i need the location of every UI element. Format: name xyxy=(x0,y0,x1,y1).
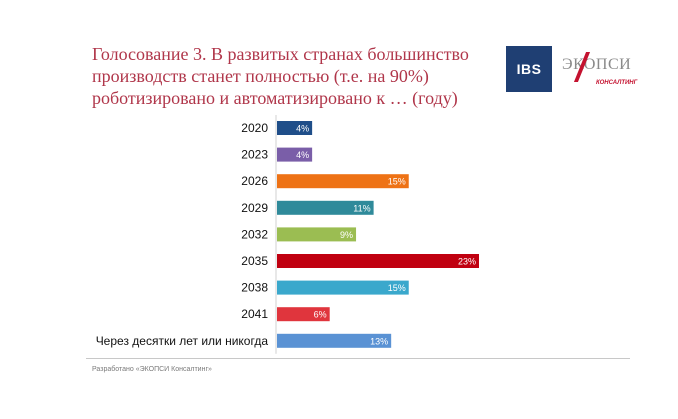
bar xyxy=(277,174,409,189)
ibs-logo-text: IBS xyxy=(516,61,542,77)
bar xyxy=(277,254,479,268)
category-label: Через десятки лет или никогда xyxy=(96,334,269,348)
ibs-logo: IBS xyxy=(506,46,552,92)
ecopsy-logo-subtitle: КОНСАЛТИНГ xyxy=(596,80,638,86)
data-label: 23% xyxy=(458,257,476,267)
bar xyxy=(277,227,357,242)
data-label: 6% xyxy=(314,310,327,320)
title-line-3: роботизировано и автоматизировано к … (г… xyxy=(92,88,458,108)
data-label: 4% xyxy=(296,150,309,160)
category-label: 2026 xyxy=(241,174,268,188)
bar xyxy=(277,121,313,135)
ecopsy-logo: ЭКОПСИ КОНСАЛТИНГ xyxy=(560,52,638,92)
bar xyxy=(277,307,330,322)
category-label: 2035 xyxy=(241,254,268,268)
title-line-1: Голосование 3. В развитых странах больши… xyxy=(92,44,469,64)
data-label: 15% xyxy=(388,177,406,187)
data-label: 11% xyxy=(353,203,370,213)
footer-divider xyxy=(86,358,630,359)
bar xyxy=(277,147,313,162)
chart-title: Голосование 3. В развитых странах больши… xyxy=(92,43,502,109)
category-label: 2029 xyxy=(241,201,268,215)
bar xyxy=(277,333,392,348)
data-label: 13% xyxy=(370,336,388,346)
title-line-2: производств станет полностью (т.е. на 90… xyxy=(92,66,429,86)
category-label: 2020 xyxy=(241,121,268,135)
category-label: 2023 xyxy=(241,148,268,162)
footer-credit: Разработано «ЭКОПСИ Консалтинг» xyxy=(92,366,212,373)
bar xyxy=(277,200,374,215)
data-label: 9% xyxy=(340,230,353,240)
data-label: 4% xyxy=(296,124,309,134)
category-label: 2032 xyxy=(241,227,268,241)
bar xyxy=(277,280,409,295)
category-label: 2041 xyxy=(241,307,268,321)
category-label: 2038 xyxy=(241,281,268,295)
data-label: 15% xyxy=(388,283,406,293)
